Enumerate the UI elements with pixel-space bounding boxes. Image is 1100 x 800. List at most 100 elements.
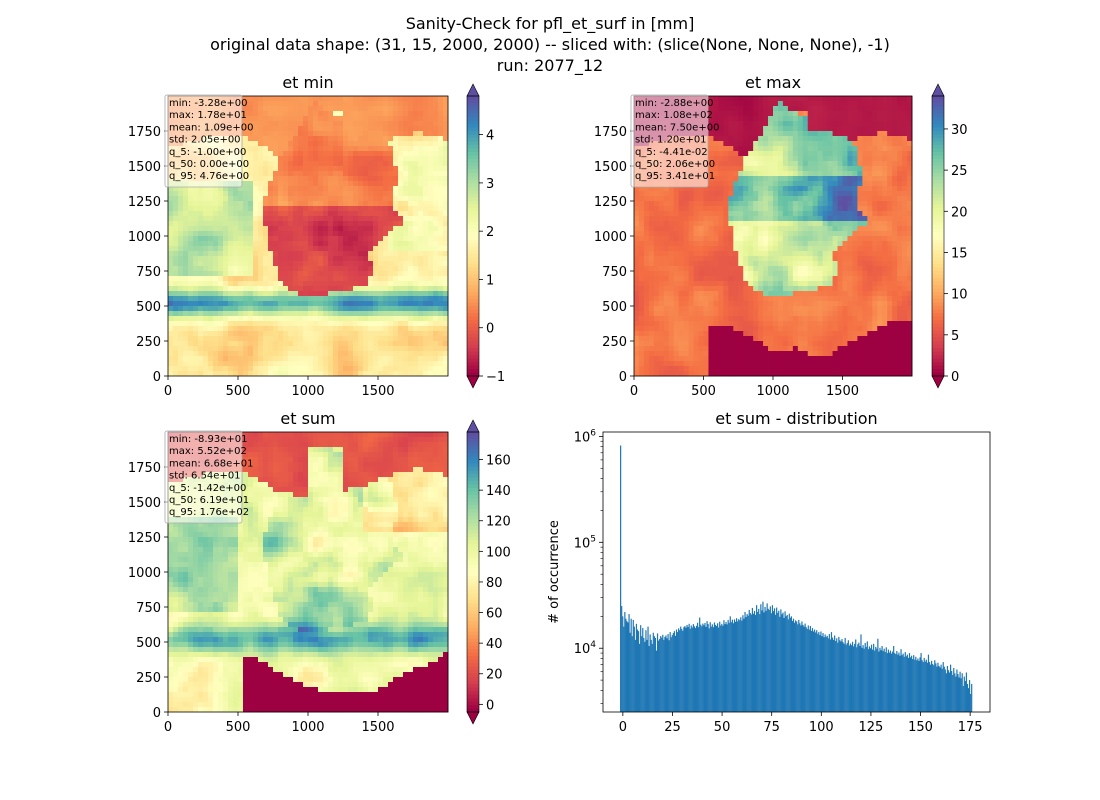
heatmap-cell [193, 186, 199, 192]
heatmap-cell [343, 266, 349, 272]
heatmap-cell [713, 161, 719, 167]
heatmap-cell [283, 301, 289, 307]
heatmap-cell [658, 216, 665, 222]
heatmap-cell [328, 301, 334, 307]
heatmap-cell [233, 191, 239, 197]
heatmap-cell [438, 316, 444, 322]
heatmap-cell [228, 296, 234, 302]
heatmap-cell [223, 286, 229, 292]
heatmap-cell [902, 211, 908, 217]
heatmap-cell [288, 201, 294, 207]
heatmap-cell [353, 191, 359, 197]
heatmap-cell [393, 141, 399, 147]
heatmap-cell [842, 206, 848, 212]
heatmap-cell [238, 196, 244, 202]
heatmap-cell [268, 236, 274, 242]
heatmap-cell [797, 231, 804, 237]
heatmap-cell [368, 211, 374, 217]
heatmap-cell [268, 326, 274, 332]
heatmap-cell [753, 176, 759, 182]
heatmap-cell [663, 246, 670, 252]
heatmap-cell [363, 356, 369, 362]
heatmap-cell [837, 176, 843, 182]
heatmap-cell [263, 226, 269, 232]
heatmap-cell [343, 161, 349, 167]
heatmap-cell [433, 191, 439, 197]
heatmap-cell [698, 226, 704, 232]
heatmap-cell [293, 276, 299, 282]
heatmap-cell [753, 111, 759, 117]
heatmap-cell [867, 196, 873, 202]
heatmap-cell [817, 131, 824, 137]
heatmap-cell [358, 241, 364, 247]
heatmap-cell [723, 191, 729, 197]
heatmap-cell [403, 241, 409, 247]
heatmap-cell [733, 211, 739, 217]
x-tick-label: 1500 [361, 384, 394, 399]
heatmap-cell [198, 186, 204, 192]
heatmap-cell [797, 111, 804, 117]
heatmap-cell [787, 116, 794, 122]
heatmap-cell [852, 231, 858, 237]
heatmap-cell [358, 346, 364, 352]
heatmap-cell [348, 311, 354, 317]
heatmap-cell [842, 231, 848, 237]
heatmap-cell [193, 321, 199, 327]
heatmap-cell [258, 256, 264, 262]
heatmap-cell [902, 141, 908, 147]
heatmap-cell [408, 151, 414, 157]
heatmap-cell [358, 266, 364, 272]
heatmap-cell [882, 201, 888, 207]
heatmap-cell [368, 146, 374, 152]
heatmap-cell [283, 111, 289, 117]
heatmap-cell [293, 291, 299, 297]
heatmap-cell [318, 256, 324, 262]
heatmap-cell [827, 161, 833, 167]
heatmap-cell [258, 156, 264, 162]
heatmap-cell [328, 281, 334, 287]
heatmap-cell [343, 191, 349, 197]
heatmap-cell [308, 116, 314, 122]
heatmap-cell [353, 276, 359, 282]
heatmap-cell [907, 211, 913, 217]
heatmap-cell [338, 306, 344, 312]
heatmap-cell [718, 236, 724, 242]
heatmap-cell [388, 256, 394, 262]
heatmap-cell [423, 171, 429, 177]
heatmap-cell [787, 141, 794, 147]
heatmap-cell [837, 241, 843, 247]
heatmap-cell [408, 211, 414, 217]
heatmap-cell [218, 316, 224, 322]
heatmap-cell [403, 291, 409, 297]
heatmap-cell [773, 131, 779, 137]
heatmap-cell [168, 251, 174, 257]
colorbar-segment [467, 239, 479, 244]
heatmap-cell [353, 141, 359, 147]
heatmap-cell [418, 226, 424, 232]
heatmap-cell [763, 141, 769, 147]
heatmap-cell [753, 136, 759, 142]
heatmap-cell [383, 181, 389, 187]
heatmap-cell [673, 201, 680, 207]
heatmap-cell [787, 126, 794, 132]
heatmap-cell [348, 276, 354, 282]
heatmap-cell [313, 306, 319, 312]
heatmap-cell [353, 186, 359, 192]
heatmap-cell [318, 306, 324, 312]
heatmap-cell [907, 221, 913, 227]
heatmap-cell [718, 171, 724, 177]
heatmap-cell [313, 251, 319, 257]
heatmap-cell [413, 201, 419, 207]
heatmap-cell [318, 141, 324, 147]
heatmap-cell [398, 331, 404, 337]
heatmap-cell [812, 236, 819, 242]
heatmap-cell [842, 191, 848, 197]
heatmap-cell [298, 236, 304, 242]
heatmap-cell [203, 211, 209, 217]
heatmap-cell [428, 241, 434, 247]
heatmap-cell [428, 166, 434, 172]
heatmap-cell [408, 311, 414, 317]
heatmap-cell [173, 326, 179, 332]
heatmap-cell [857, 231, 863, 237]
heatmap-cell [218, 236, 224, 242]
